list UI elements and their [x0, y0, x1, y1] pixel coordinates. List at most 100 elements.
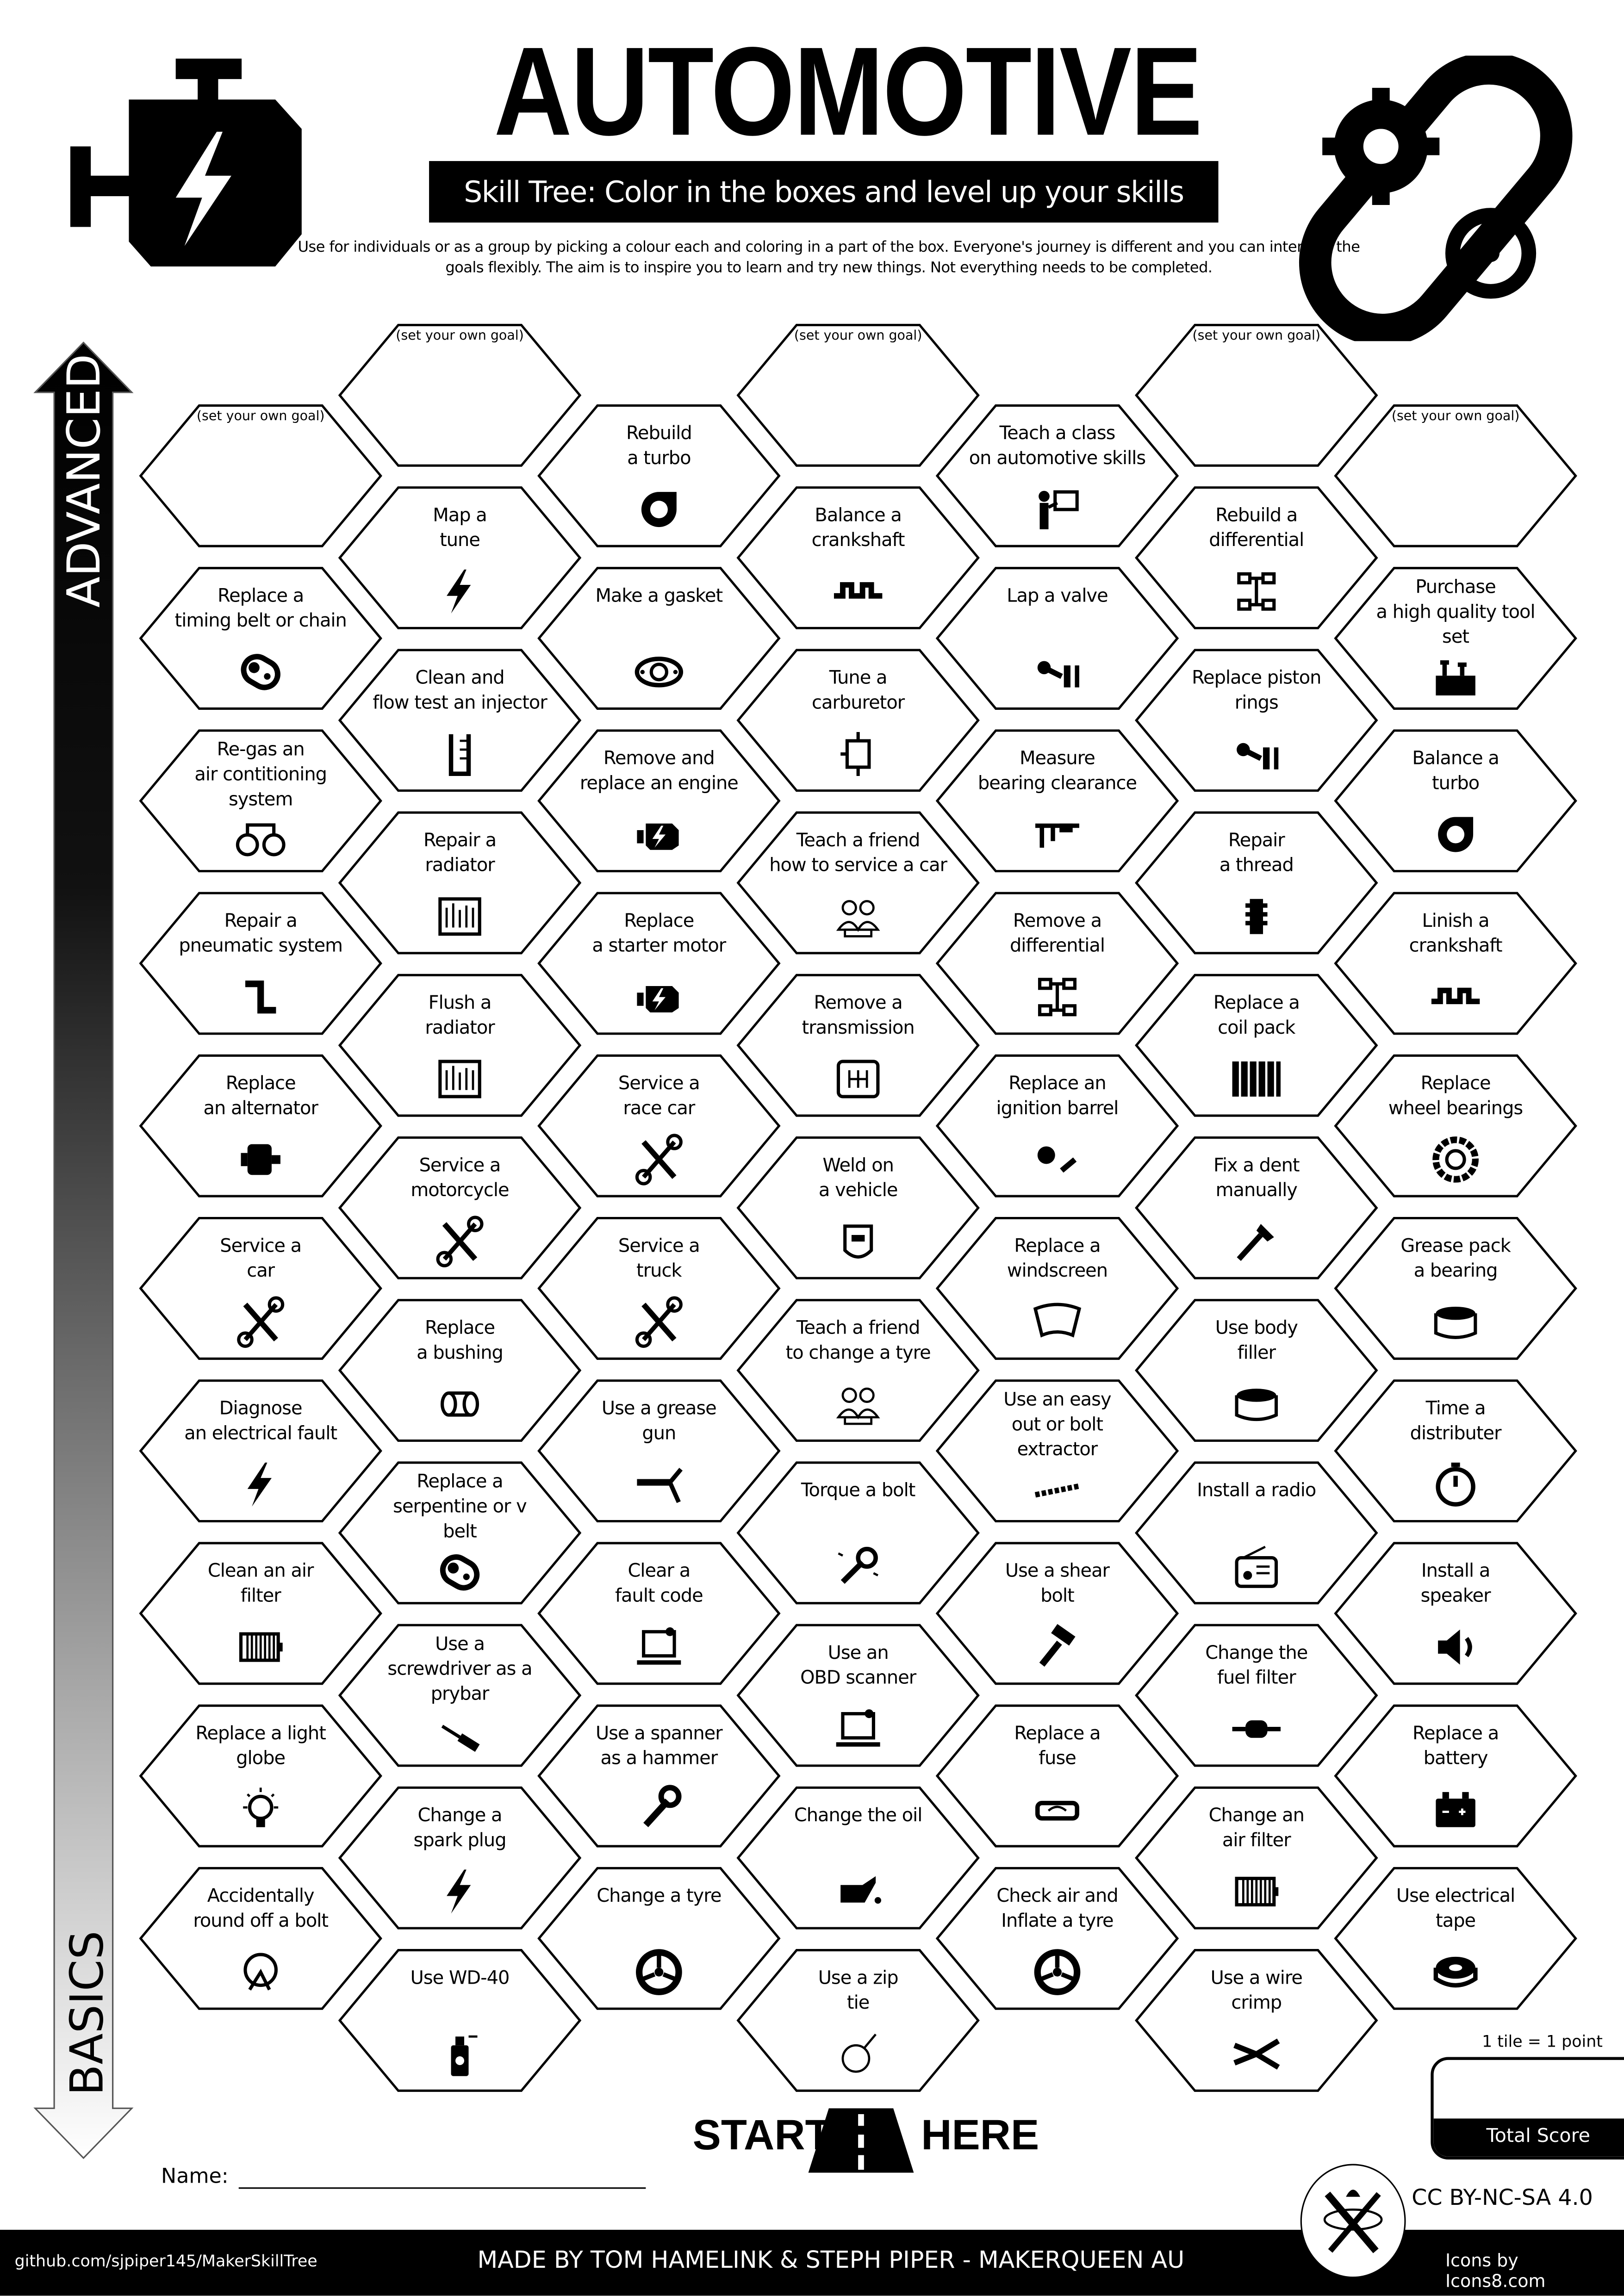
skill-tile[interactable]: Service a car: [139, 1216, 382, 1360]
hexagon-outline: [1334, 892, 1577, 1035]
skill-tile[interactable]: Clean an air filter: [139, 1542, 382, 1685]
custom-goal-tile[interactable]: (set your own goal): [338, 323, 582, 467]
skill-tile[interactable]: Service a race car: [537, 1054, 781, 1198]
skill-tile[interactable]: Replace wheel bearings: [1334, 1054, 1577, 1198]
hexagon-outline: [736, 1624, 980, 1767]
skill-label: Linish a crankshaft: [1409, 909, 1503, 956]
skill-label: Replace an ignition barrel: [996, 1072, 1119, 1119]
skill-tile[interactable]: Use a shear bolt: [935, 1542, 1179, 1685]
skill-tile[interactable]: Grease pack a bearing: [1334, 1216, 1577, 1360]
custom-goal-tile[interactable]: (set your own goal): [1334, 404, 1577, 547]
crankshaft-icon: [829, 565, 888, 618]
skill-tile[interactable]: Re-gas an air contitioning system: [139, 729, 382, 873]
skill-tile[interactable]: Change the fuel filter: [1135, 1624, 1378, 1767]
hexagon-outline: [139, 892, 382, 1035]
skill-tile[interactable]: Accidentally round off a bolt: [139, 1867, 382, 2010]
skill-tile[interactable]: Replace a light globe: [139, 1704, 382, 1848]
skill-tile[interactable]: Change a tyre: [537, 1867, 781, 2010]
skill-tile[interactable]: Use WD-40: [338, 1948, 582, 2092]
stopwatch-icon: [1426, 1458, 1485, 1511]
skill-tile[interactable]: Replace an alternator: [139, 1054, 382, 1198]
hexagon-outline: [1334, 567, 1577, 710]
skill-tile[interactable]: Replace a timing belt or chain: [139, 567, 382, 710]
skill-tile[interactable]: Measure bearing clearance: [935, 729, 1179, 873]
hexagon-outline: [338, 974, 582, 1117]
goal-placeholder: (set your own goal): [1192, 329, 1321, 344]
hexagon-outline: [338, 811, 582, 955]
skill-tile[interactable]: Change an air filter: [1135, 1786, 1378, 1930]
custom-goal-tile[interactable]: (set your own goal): [1135, 323, 1378, 467]
skill-label: Replace a bushing: [417, 1316, 504, 1363]
skill-tile[interactable]: Balance a turbo: [1334, 729, 1577, 873]
skill-tile[interactable]: Rebuild a differential: [1135, 486, 1378, 629]
skill-tile[interactable]: Repair a radiator: [338, 811, 582, 955]
skill-tile[interactable]: Remove a differential: [935, 892, 1179, 1035]
skill-tile[interactable]: Install a speaker: [1334, 1542, 1577, 1685]
skill-tile[interactable]: Flush a radiator: [338, 974, 582, 1117]
skill-tile[interactable]: Use a grease gun: [537, 1379, 781, 1523]
skill-tile[interactable]: Purchase a high quality tool set: [1334, 567, 1577, 710]
skill-label: Change a spark plug: [413, 1804, 507, 1851]
skill-tile[interactable]: Clean and flow test an injector: [338, 649, 582, 792]
skill-tile[interactable]: Use an OBD scanner: [736, 1624, 980, 1767]
skill-tile[interactable]: Use a wire crimp: [1135, 1948, 1378, 2092]
skill-tile[interactable]: Use a zip tie: [736, 1948, 980, 2092]
skill-tile[interactable]: Balance a crankshaft: [736, 486, 980, 629]
hexagon-outline: [1135, 323, 1378, 467]
skill-tile[interactable]: Weld on a vehicle: [736, 1136, 980, 1279]
total-score-box[interactable]: Total Score: [1431, 2057, 1624, 2160]
skill-tile[interactable]: Map a tune: [338, 486, 582, 629]
skill-tile[interactable]: Replace a serpentine or v belt: [338, 1461, 582, 1605]
speaker-icon: [1426, 1621, 1485, 1674]
skill-tile[interactable]: Time a distributer: [1334, 1379, 1577, 1523]
skill-tile[interactable]: Use a spanner as a hammer: [537, 1704, 781, 1848]
gauges-icon: [231, 814, 290, 867]
skill-tile[interactable]: Clear a fault code: [537, 1542, 781, 1685]
skill-label: Use WD-40: [410, 1966, 510, 1988]
skill-label: Diagnose an electrical fault: [184, 1396, 337, 1444]
skill-tile[interactable]: Diagnose an electrical fault: [139, 1379, 382, 1523]
skill-tile[interactable]: Replace an ignition barrel: [935, 1054, 1179, 1198]
skill-tile[interactable]: Check air and Inflate a tyre: [935, 1867, 1179, 2010]
name-field[interactable]: [238, 2187, 646, 2189]
skill-tile[interactable]: Linish a crankshaft: [1334, 892, 1577, 1035]
hexagon-outline: [1135, 1299, 1378, 1442]
github-link[interactable]: github.com/sjpiper145/MakerSkillTree: [14, 2252, 317, 2271]
skill-tile[interactable]: Rebuild a turbo: [537, 404, 781, 547]
bushing-icon: [430, 1378, 489, 1430]
hexagon-outline: [1135, 1461, 1378, 1605]
skill-tile[interactable]: Teach a class on automotive skills: [935, 404, 1179, 547]
skill-tile[interactable]: Remove and replace an engine: [537, 729, 781, 873]
skill-tile[interactable]: Fix a dent manually: [1135, 1136, 1378, 1279]
skill-tile[interactable]: Replace a battery: [1334, 1704, 1577, 1848]
skill-tile[interactable]: Replace piston rings: [1135, 649, 1378, 792]
skill-tile[interactable]: Repair a pneumatic system: [139, 892, 382, 1035]
carburetor-icon: [829, 728, 888, 781]
skill-tile[interactable]: Make a gasket: [537, 567, 781, 710]
skill-tile[interactable]: Service a motorcycle: [338, 1136, 582, 1279]
skill-tile[interactable]: Use body filler: [1135, 1299, 1378, 1442]
skill-tile[interactable]: Change the oil: [736, 1786, 980, 1930]
skill-tile[interactable]: Install a radio: [1135, 1461, 1378, 1605]
custom-goal-tile[interactable]: (set your own goal): [736, 323, 980, 467]
skill-tile[interactable]: Torque a bolt: [736, 1461, 980, 1605]
skill-tile[interactable]: Use electrical tape: [1334, 1867, 1577, 2010]
skill-tile[interactable]: Replace a coil pack: [1135, 974, 1378, 1117]
skill-tile[interactable]: Lap a valve: [935, 567, 1179, 710]
skill-tile[interactable]: Tune a carburetor: [736, 649, 980, 792]
skill-tile[interactable]: Replace a bushing: [338, 1299, 582, 1442]
skill-tile[interactable]: Service a truck: [537, 1216, 781, 1360]
custom-goal-tile[interactable]: (set your own goal): [139, 404, 382, 547]
skill-tile[interactable]: Use a screwdriver as a prybar: [338, 1624, 582, 1767]
skill-tile[interactable]: Teach a friend how to service a car: [736, 811, 980, 955]
skill-tile[interactable]: Replace a starter motor: [537, 892, 781, 1035]
skill-tile[interactable]: Change a spark plug: [338, 1786, 582, 1930]
skill-tile[interactable]: Remove a transmission: [736, 974, 980, 1117]
skill-label: Clean and flow test an injector: [373, 666, 548, 713]
skill-tile[interactable]: Replace a windscreen: [935, 1216, 1179, 1360]
skill-tile[interactable]: Teach a friend to change a tyre: [736, 1299, 980, 1442]
skill-tile[interactable]: Use an easy out or bolt extractor: [935, 1379, 1179, 1523]
skill-tile[interactable]: Replace a fuse: [935, 1704, 1179, 1848]
hexagon-outline: [935, 1704, 1179, 1848]
skill-tile[interactable]: Repair a thread: [1135, 811, 1378, 955]
